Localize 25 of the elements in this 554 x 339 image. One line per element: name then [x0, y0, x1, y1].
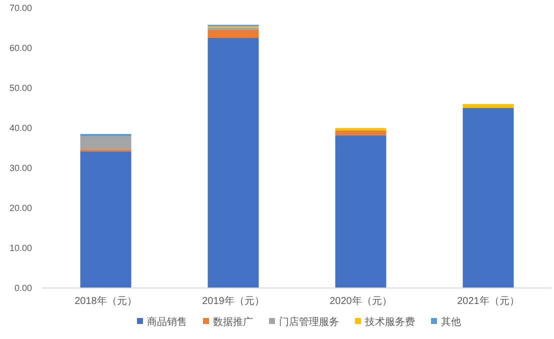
- bar: [80, 136, 132, 150]
- y-tick-label: 60.00: [9, 43, 32, 53]
- y-tick-label: 20.00: [9, 203, 32, 213]
- legend-label: 技术服务费: [364, 316, 415, 328]
- y-tick-label: 50.00: [9, 83, 32, 93]
- y-tick-label: 40.00: [9, 123, 32, 133]
- bar: [208, 30, 259, 38]
- x-tick-label: 2021年（元）: [457, 295, 520, 307]
- bar: [335, 130, 386, 136]
- y-tick-label: 70.00: [9, 3, 32, 13]
- bar: [208, 38, 259, 288]
- legend-label: 商品销售: [147, 316, 187, 328]
- bar: [80, 151, 132, 288]
- bar: [462, 108, 514, 288]
- x-tick-label: 2018年（元）: [74, 295, 137, 307]
- legend-label: 其他: [441, 316, 461, 328]
- x-tick-label: 2020年（元）: [330, 295, 392, 307]
- legend-label: 数据推广: [213, 316, 253, 328]
- bar: [462, 104, 514, 108]
- y-tick-label: 10.00: [9, 243, 32, 253]
- legend-label: 门店管理服务: [279, 316, 339, 328]
- x-tick-label: 2019年（元）: [202, 295, 264, 307]
- bar: [335, 135, 386, 288]
- y-tick-label: 0.00: [14, 283, 32, 293]
- y-tick-label: 30.00: [9, 163, 32, 173]
